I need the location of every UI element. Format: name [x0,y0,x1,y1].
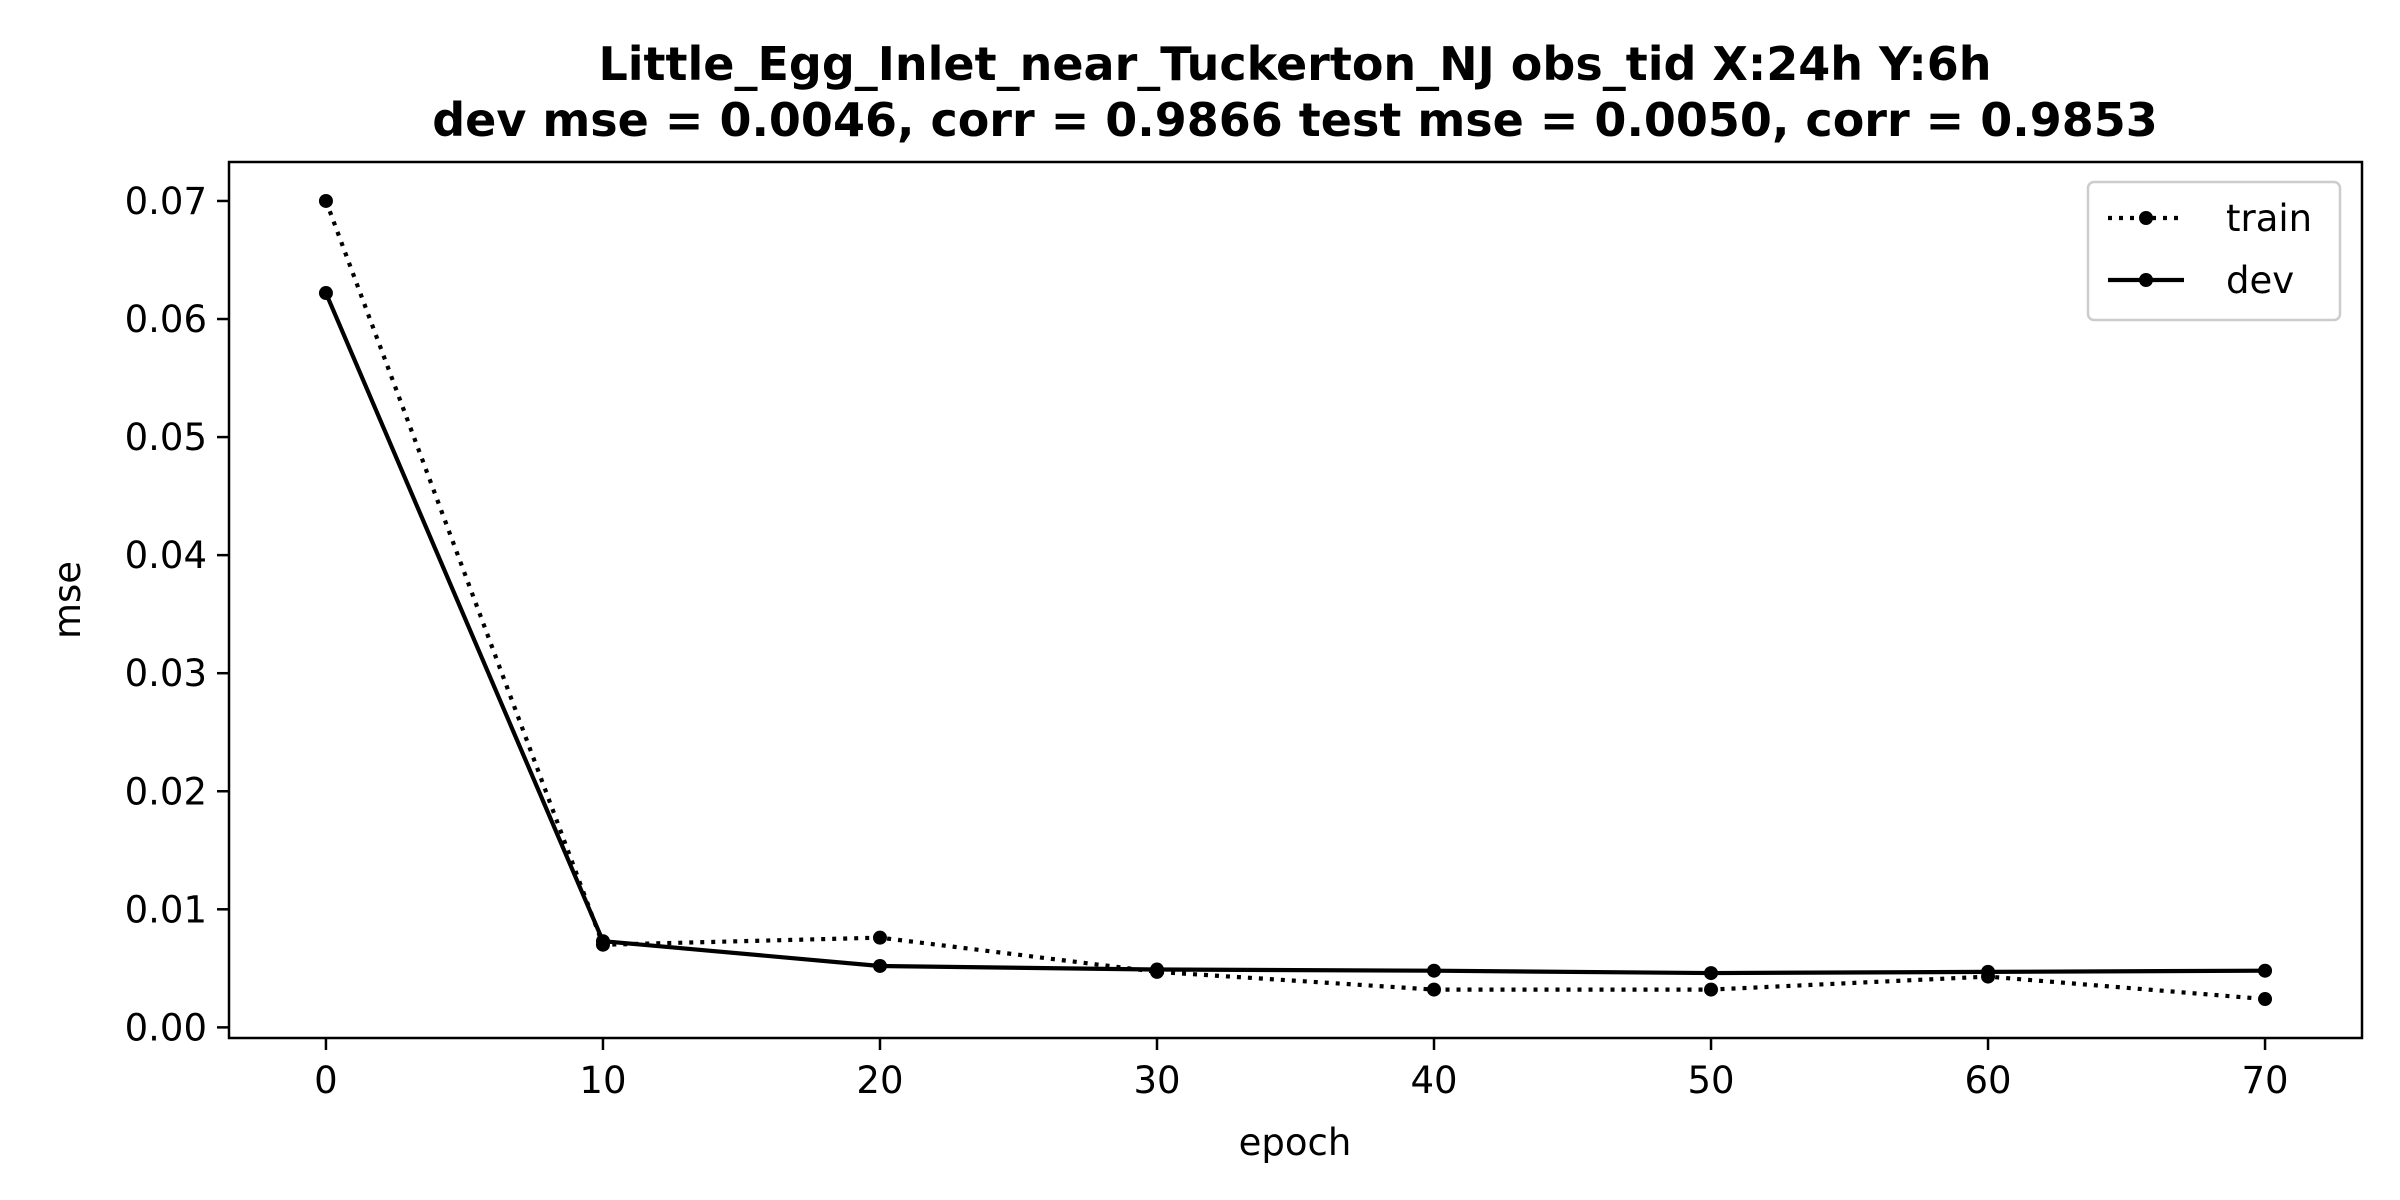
chart-title-line1: Little_Egg_Inlet_near_Tuckerton_NJ obs_t… [598,37,1991,91]
plot-frame [227,160,2364,1040]
x-tick-label: 50 [1687,1059,1734,1102]
y-tick-label: 0.04 [125,534,207,577]
series-point-dev [1149,962,1164,977]
x-tick-label: 0 [314,1059,338,1102]
y-axis-label: mse [46,561,89,639]
series-point-dev [318,286,333,301]
series-point-train [872,930,887,945]
series-point-dev [1981,964,1996,979]
series-point-dev [1427,963,1442,978]
x-tick-label: 30 [1133,1059,1180,1102]
legend-dev-label: dev [2226,259,2294,302]
x-tick-label: 10 [579,1059,626,1102]
y-tick-label: 0.01 [125,888,207,931]
x-axis-label: epoch [1239,1121,1352,1164]
legend-train-marker [2139,211,2153,225]
chart-title-line2: dev mse = 0.0046, corr = 0.9866 test mse… [432,93,2158,147]
series-point-dev [872,958,887,973]
legend-train-label: train [2226,197,2312,240]
x-axis-ticks: 0 10 20 30 40 50 60 70 [314,1038,2289,1102]
series-line-dev [324,292,2266,976]
legend-dev-marker [2139,273,2153,287]
legend: train dev [2086,180,2342,322]
series-point-train [2258,992,2273,1007]
y-tick-label: 0.02 [125,770,207,813]
x-tick-label: 70 [2241,1059,2288,1102]
series-point-dev [595,934,610,949]
x-tick-label: 60 [1964,1059,2011,1102]
plot-area [229,162,2362,1038]
series-point-dev [2258,963,2273,978]
y-tick-label: 0.07 [125,180,207,223]
y-tick-label: 0.06 [125,298,207,341]
y-tick-label: 0.00 [125,1006,207,1049]
series-point-train [318,193,333,208]
y-tick-label: 0.05 [125,416,207,459]
series-point-train [1427,982,1442,997]
y-axis-ticks: 0.00 0.01 0.02 0.03 0.04 0.05 0.06 0.07 [125,180,229,1049]
y-tick-label: 0.03 [125,652,207,695]
series-layer [318,193,2273,1007]
x-tick-label: 20 [856,1059,903,1102]
series-point-train [1704,982,1719,997]
x-tick-label: 40 [1410,1059,1457,1102]
series-point-dev [1704,966,1719,981]
